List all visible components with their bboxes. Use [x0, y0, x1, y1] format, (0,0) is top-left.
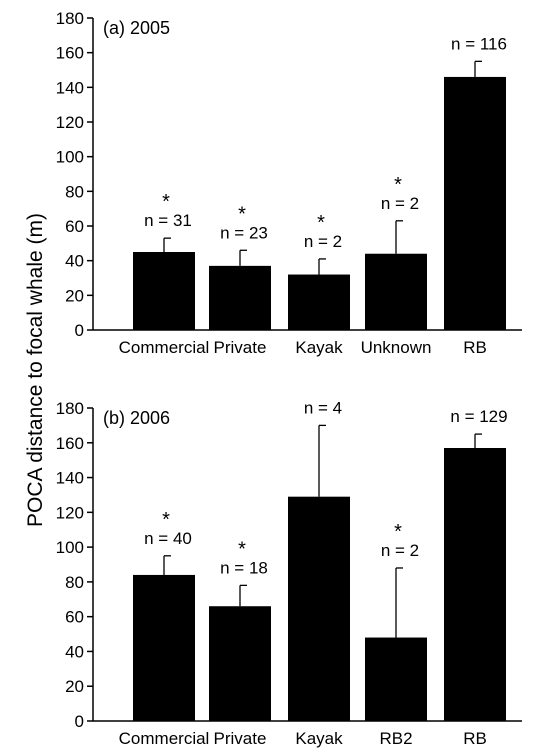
category-label-b-rb: RB: [463, 729, 487, 748]
bar-a-kayak: [288, 274, 350, 330]
bar-b-private: [209, 606, 271, 721]
y-tick-label-b-140: 140: [56, 469, 84, 488]
y-tick-label-b-160: 160: [56, 434, 84, 453]
bar-a-unknown: [365, 253, 427, 330]
category-label-a-rb: RB: [463, 338, 487, 357]
y-tick-label-a-80: 80: [65, 182, 84, 201]
y-tick-label-b-180: 180: [56, 399, 84, 418]
y-axis-label: POCA distance to focal whale (m): [24, 213, 47, 527]
y-tick-label-a-0: 0: [75, 321, 84, 340]
y-tick-label-a-100: 100: [56, 148, 84, 167]
y-tick-label-a-140: 140: [56, 78, 84, 97]
y-tick-label-a-180: 180: [56, 9, 84, 28]
n-label-b-rb2: n = 2: [381, 541, 419, 560]
y-tick-label-a-20: 20: [65, 286, 84, 305]
n-label-b-private: n = 18: [220, 558, 268, 577]
y-tick-label-b-80: 80: [65, 573, 84, 592]
y-tick-label-b-100: 100: [56, 538, 84, 557]
bar-b-rb2: [365, 637, 427, 721]
y-tick-label-a-60: 60: [65, 217, 84, 236]
n-label-a-private: n = 23: [220, 223, 268, 242]
category-label-b-kayak: Kayak: [295, 729, 343, 748]
y-tick-label-a-120: 120: [56, 113, 84, 132]
n-label-b-kayak: n = 4: [304, 398, 342, 417]
n-label-a-rb: n = 116: [451, 34, 507, 53]
bar-a-rb: [444, 76, 506, 330]
y-tick-label-a-160: 160: [56, 44, 84, 63]
category-label-b-rb2: RB2: [379, 729, 412, 748]
n-label-a-kayak: n = 2: [304, 232, 342, 251]
bar-b-commercial: [133, 574, 195, 721]
significance-star-b-private: *: [238, 538, 246, 560]
category-label-a-unknown: Unknown: [361, 338, 432, 357]
n-label-a-unknown: n = 2: [381, 194, 419, 213]
y-tick-label-b-0: 0: [75, 712, 84, 731]
bar-b-rb: [444, 447, 506, 721]
bar-a-commercial: [133, 252, 195, 330]
y-tick-label-b-20: 20: [65, 677, 84, 696]
y-tick-label-b-40: 40: [65, 642, 84, 661]
category-label-a-commercial: Commercial: [119, 338, 210, 357]
panel-title-a: (a) 2005: [103, 18, 170, 38]
bar-a-private: [209, 265, 271, 330]
category-label-b-private: Private: [214, 729, 267, 748]
significance-star-b-rb2: *: [394, 521, 402, 543]
significance-star-a-kayak: *: [317, 212, 325, 234]
n-label-a-commercial: n = 31: [144, 211, 192, 230]
n-label-b-rb: n = 129: [450, 407, 507, 426]
significance-star-b-commercial: *: [162, 509, 170, 531]
y-tick-label-a-40: 40: [65, 252, 84, 271]
significance-star-a-private: *: [238, 203, 246, 225]
panel-title-b: (b) 2006: [103, 408, 170, 428]
category-label-a-kayak: Kayak: [295, 338, 343, 357]
bar-b-kayak: [288, 496, 350, 721]
n-label-b-commercial: n = 40: [144, 529, 192, 548]
category-label-b-commercial: Commercial: [119, 729, 210, 748]
y-tick-label-b-60: 60: [65, 608, 84, 627]
significance-star-a-commercial: *: [162, 191, 170, 213]
category-label-a-private: Private: [214, 338, 267, 357]
significance-star-a-unknown: *: [394, 174, 402, 196]
y-tick-label-b-120: 120: [56, 503, 84, 522]
